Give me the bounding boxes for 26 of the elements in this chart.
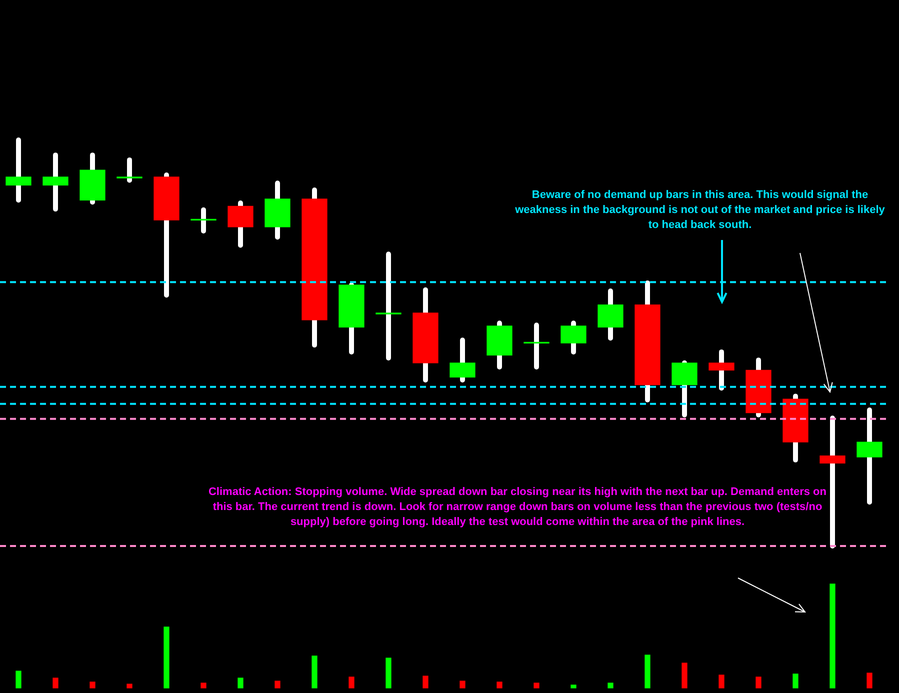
bar [200,682,206,688]
bar [460,680,466,688]
bar [312,656,318,688]
bar [164,626,170,688]
bar [792,674,798,688]
bar [126,684,132,688]
bar [348,676,354,688]
bar [52,678,58,688]
bar [496,682,502,688]
bar [644,654,650,688]
bar [90,682,96,688]
bar [570,684,576,688]
bar [238,678,244,688]
bar [866,672,872,688]
bar [534,682,540,688]
annotation: Beware of no demand up bars in this area. This would signal the weakness in the background is not out of the market and price is likely to head back south. [514,188,886,233]
annotation: Climatic Action: Stopping volume. Wide spread down bar closing near its high with the next bar up. Demand enters on this bar. The current trend is down. Look for narrow range down bars on volume less than the previous two (tests/no supply) before going long. Ideally the test would come within the area of the pink lines. [207,485,828,530]
bar [718,674,724,688]
bar [756,676,762,688]
bar [682,662,688,688]
bar [830,584,836,688]
bar [274,680,280,688]
bar [422,676,428,688]
bar [386,658,392,688]
bar [608,682,614,688]
bar [16,670,22,688]
